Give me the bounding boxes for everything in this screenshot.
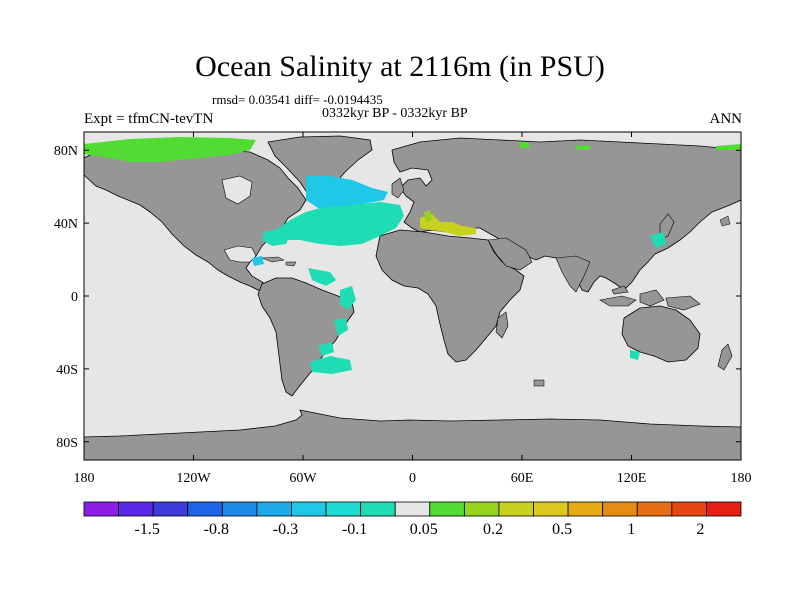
- colorbar-swatch: [533, 501, 569, 517]
- colorbar-swatch: [118, 501, 154, 517]
- lon-tick-label: 60W: [289, 471, 317, 486]
- lon-tick-label: 180: [731, 471, 752, 486]
- colorbar-swatch: [498, 501, 534, 517]
- colorbar-swatch: [636, 501, 673, 517]
- colorbar-swatch: [291, 501, 327, 517]
- experiment-label: Expt = tfmCN-tevTN: [84, 111, 214, 127]
- colorbar-swatch: [394, 501, 431, 517]
- rmsd-diff-stats: rmsd= 0.03541 diff= -0.0194435: [212, 92, 383, 107]
- atlantic-anomaly-west: [262, 228, 290, 246]
- antarctica: [84, 409, 741, 460]
- colorbar-swatch: [671, 501, 707, 517]
- arabian-peninsula: [487, 237, 533, 271]
- map-title: Ocean Salinity at 2116m (in PSU): [195, 50, 605, 83]
- north-atlantic-anomaly: [306, 176, 388, 208]
- caribbean-anomaly: [252, 256, 264, 266]
- colorbar-swatch: [187, 501, 223, 517]
- arctic-anomaly: [84, 137, 256, 162]
- colorbar-label: 0.05: [410, 521, 438, 538]
- lat-tick-label: 80S: [56, 436, 78, 451]
- season-label: ANN: [709, 111, 743, 127]
- madagascar: [495, 311, 509, 339]
- adriatic-anomaly: [424, 210, 432, 222]
- small-islands: [533, 215, 731, 387]
- colorbar-label: -0.8: [204, 521, 229, 538]
- lat-tick-label: 40S: [56, 363, 78, 378]
- colorbar-label: 0.5: [552, 521, 572, 538]
- continents: [84, 135, 741, 460]
- colorbar-label: -1.5: [134, 521, 159, 538]
- india: [555, 255, 591, 293]
- lon-tick-label: 0: [409, 471, 416, 486]
- colorbar-label: -0.3: [273, 521, 298, 538]
- colorbar-swatch: [463, 501, 500, 517]
- colorbar-swatch: [706, 501, 742, 517]
- lon-tick-label: 120E: [617, 471, 647, 486]
- mediterranean-anomaly: [420, 214, 476, 236]
- atlantic-anomaly: [276, 202, 404, 246]
- lon-tick-label: 180: [74, 471, 95, 486]
- south-atlantic-anomaly: [308, 268, 356, 336]
- australia: [621, 305, 701, 363]
- lat-tick-label: 40N: [54, 217, 78, 232]
- colorbar-swatch: [256, 501, 292, 517]
- colorbar-label: 2: [696, 521, 704, 538]
- colorbar-swatch: [83, 501, 119, 517]
- colorbar-swatch: [567, 501, 604, 517]
- new-zealand: [717, 343, 733, 371]
- africa: [375, 229, 525, 363]
- indopacific-anomaly: [630, 232, 666, 360]
- south-america: [257, 277, 355, 397]
- colorbar-swatch: [325, 501, 362, 517]
- colorbar-swatch: [152, 501, 189, 517]
- arctic-anomaly-east: [518, 142, 741, 150]
- british-isles: [391, 177, 405, 199]
- brazil-basin-anomaly: [318, 342, 334, 356]
- caribbean-islands: [261, 256, 297, 267]
- colorbar-label: 0.2: [483, 521, 503, 538]
- colorbar-swatch: [429, 501, 465, 517]
- longitude-axis: 180 120W 60W 0 60E 120E 180: [74, 132, 752, 486]
- colorbar-swatch: [360, 501, 396, 517]
- subtropical-south-anomaly: [310, 356, 352, 374]
- lat-tick-label: 80N: [54, 144, 78, 159]
- colorbar-swatch: [221, 501, 258, 517]
- colorbar-label: -0.1: [342, 521, 367, 538]
- lon-tick-label: 120W: [176, 471, 211, 486]
- time-period: 0332kyr BP - 0332kyr BP: [322, 106, 468, 121]
- colorbar-swatch: [602, 501, 638, 517]
- latitude-axis: 80N 40N 0 40S 80S: [54, 144, 741, 451]
- hudson-bay: [221, 175, 253, 205]
- colorbar-label: 1: [627, 521, 635, 538]
- lat-tick-label: 0: [71, 290, 78, 305]
- lon-tick-label: 60E: [511, 471, 534, 486]
- maritime-continent: [599, 285, 701, 311]
- colorbar: [83, 501, 742, 517]
- colorbar-labels: -1.5 -0.8 -0.3 -0.1 0.05 0.2 0.5 1 2: [134, 521, 704, 538]
